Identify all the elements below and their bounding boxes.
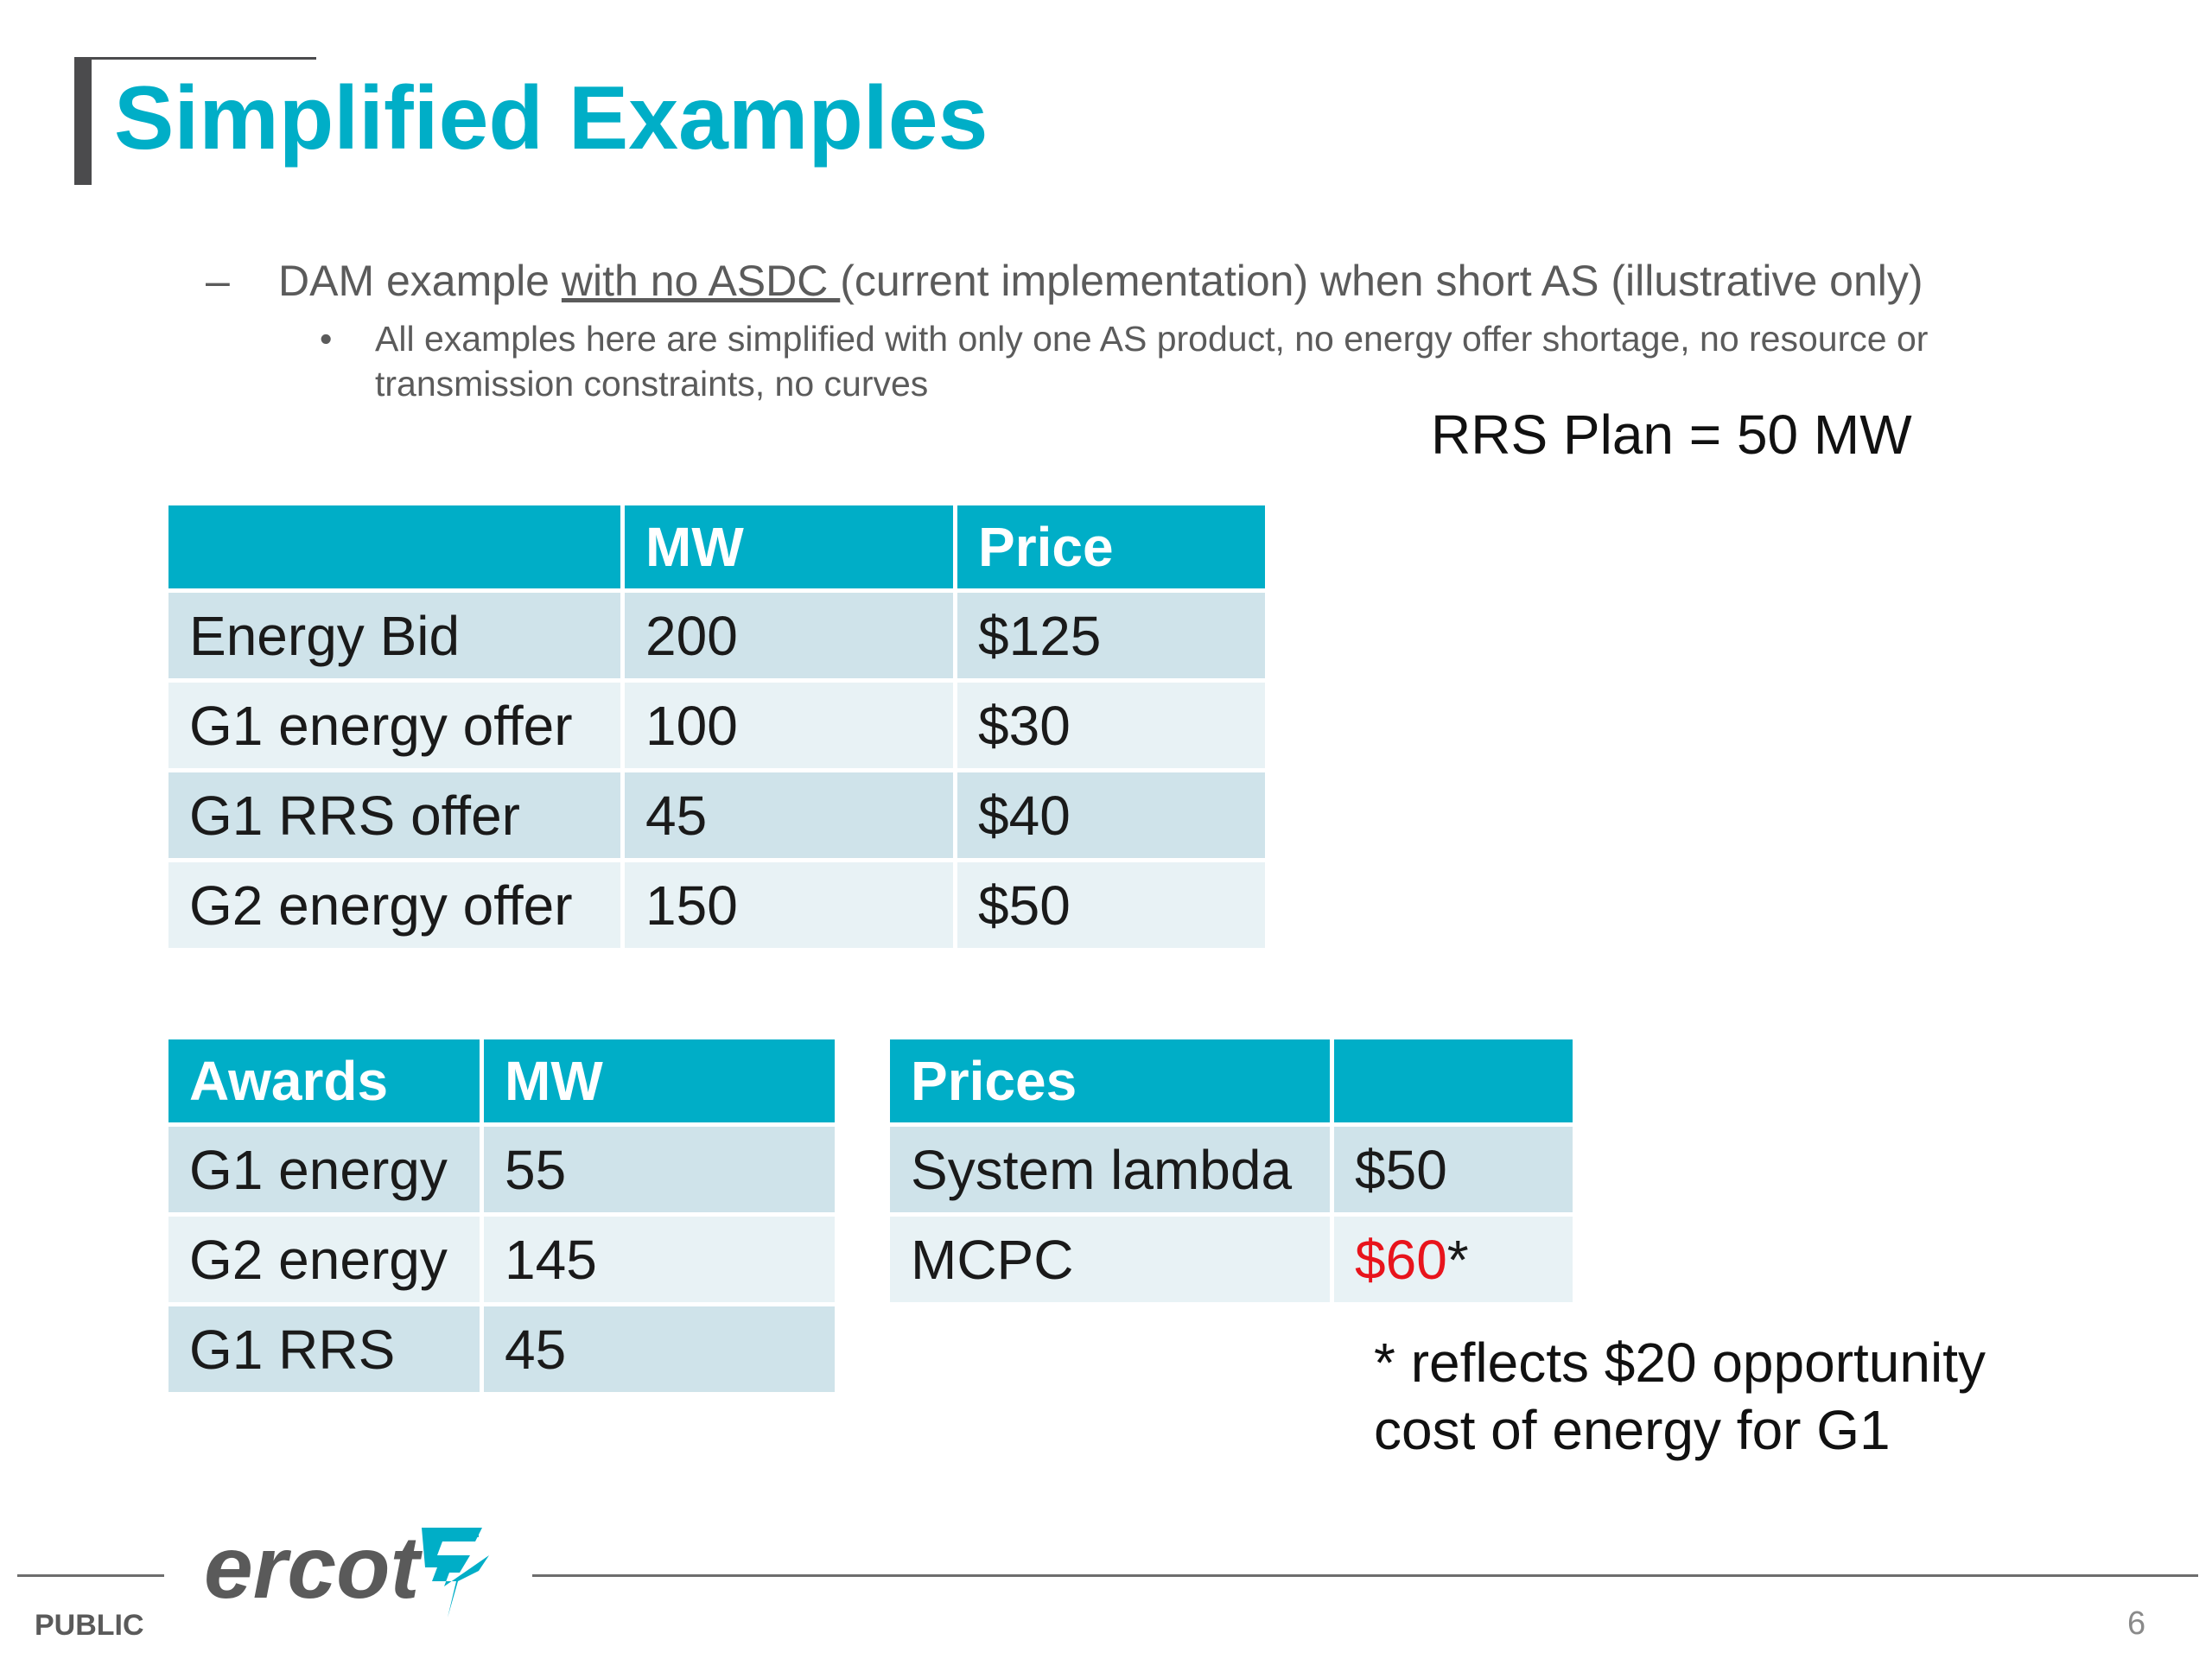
main-bullet-post: (current implementation) when short AS (…: [840, 257, 1923, 305]
table-cell: G1 energy offer: [168, 683, 620, 768]
page-title: Simplified Examples: [114, 68, 988, 168]
table-row: G2 energy offer 150 $50: [168, 862, 1265, 948]
main-bullet-text: DAM example with no ASDC (current implem…: [278, 256, 1923, 306]
title-accent-line: [74, 57, 316, 60]
table-cell: G1 RRS offer: [168, 772, 620, 858]
table-cell: $50: [957, 862, 1265, 948]
table-cell: $50: [1334, 1127, 1573, 1212]
table-header-cell: Price: [957, 505, 1265, 588]
footnote-line: * reflects $20 opportunity: [1374, 1332, 1986, 1394]
table-cell: G1 RRS: [168, 1306, 480, 1392]
table-row: G1 energy offer 100 $30: [168, 683, 1265, 768]
table-header-cell: Prices: [890, 1039, 1330, 1122]
table-cell: $30: [957, 683, 1265, 768]
main-bullet-underlined: with no ASDC: [561, 257, 841, 305]
title-accent-bar: [74, 59, 92, 185]
table-header-cell: Awards: [168, 1039, 480, 1122]
ercot-bolt-icon: [422, 1528, 489, 1618]
table-cell: 45: [484, 1306, 835, 1392]
table-row: MCPC $60*: [890, 1217, 1573, 1302]
table-row: Energy Bid 200 $125: [168, 593, 1265, 678]
table-cell: $40: [957, 772, 1265, 858]
table-cell: G2 energy offer: [168, 862, 620, 948]
table-header-row: Awards MW: [168, 1039, 835, 1122]
dot-bullet-icon: •: [320, 319, 333, 359]
mcpc-value: $60: [1355, 1228, 1447, 1291]
table-cell: 145: [484, 1217, 835, 1302]
table-row: System lambda $50: [890, 1127, 1573, 1212]
rrs-plan-label: RRS Plan = 50 MW: [1431, 404, 1912, 466]
table-cell: System lambda: [890, 1127, 1330, 1212]
footnote: * reflects $20 opportunity cost of energ…: [1374, 1329, 1986, 1464]
table-cell: Energy Bid: [168, 593, 620, 678]
table-header-row: MW Price: [168, 505, 1265, 588]
page-number: 6: [2127, 1605, 2146, 1642]
sub-bullet-text: All examples here are simplified with on…: [375, 319, 1929, 404]
footer-divider-right: [532, 1574, 2198, 1577]
table-row: G2 energy 145: [168, 1217, 835, 1302]
table-cell: G1 energy: [168, 1127, 480, 1212]
asterisk-mark: *: [1446, 1228, 1469, 1291]
table-header-cell: [1334, 1039, 1573, 1122]
dash-bullet-icon: –: [206, 257, 230, 305]
table-cell: G2 energy: [168, 1217, 480, 1302]
classification-label: PUBLIC: [35, 1609, 144, 1642]
table-cell: 150: [625, 862, 953, 948]
prices-table: Prices System lambda $50 MCPC $60*: [886, 1035, 1577, 1306]
footnote-line: cost of energy for G1: [1374, 1399, 1891, 1461]
table-row: G1 energy 55: [168, 1127, 835, 1212]
awards-table: Awards MW G1 energy 55 G2 energy 145 G1 …: [164, 1035, 839, 1396]
footer-divider-left: [17, 1574, 164, 1577]
table-cell: 45: [625, 772, 953, 858]
table-cell: $60*: [1334, 1217, 1573, 1302]
table-header-cell: [168, 505, 620, 588]
table-header-cell: MW: [484, 1039, 835, 1122]
table-header-row: Prices: [890, 1039, 1573, 1122]
table-cell: 200: [625, 593, 953, 678]
main-bullet-pre: DAM example: [278, 257, 562, 305]
table-cell: MCPC: [890, 1217, 1330, 1302]
table-header-cell: MW: [625, 505, 953, 588]
table-cell: 55: [484, 1127, 835, 1212]
table-row: G1 RRS offer 45 $40: [168, 772, 1265, 858]
table-cell: $125: [957, 593, 1265, 678]
ercot-logo-text: ercot: [204, 1518, 420, 1617]
table-row: G1 RRS 45: [168, 1306, 835, 1392]
table-cell: 100: [625, 683, 953, 768]
offers-table: MW Price Energy Bid 200 $125 G1 energy o…: [164, 501, 1269, 952]
